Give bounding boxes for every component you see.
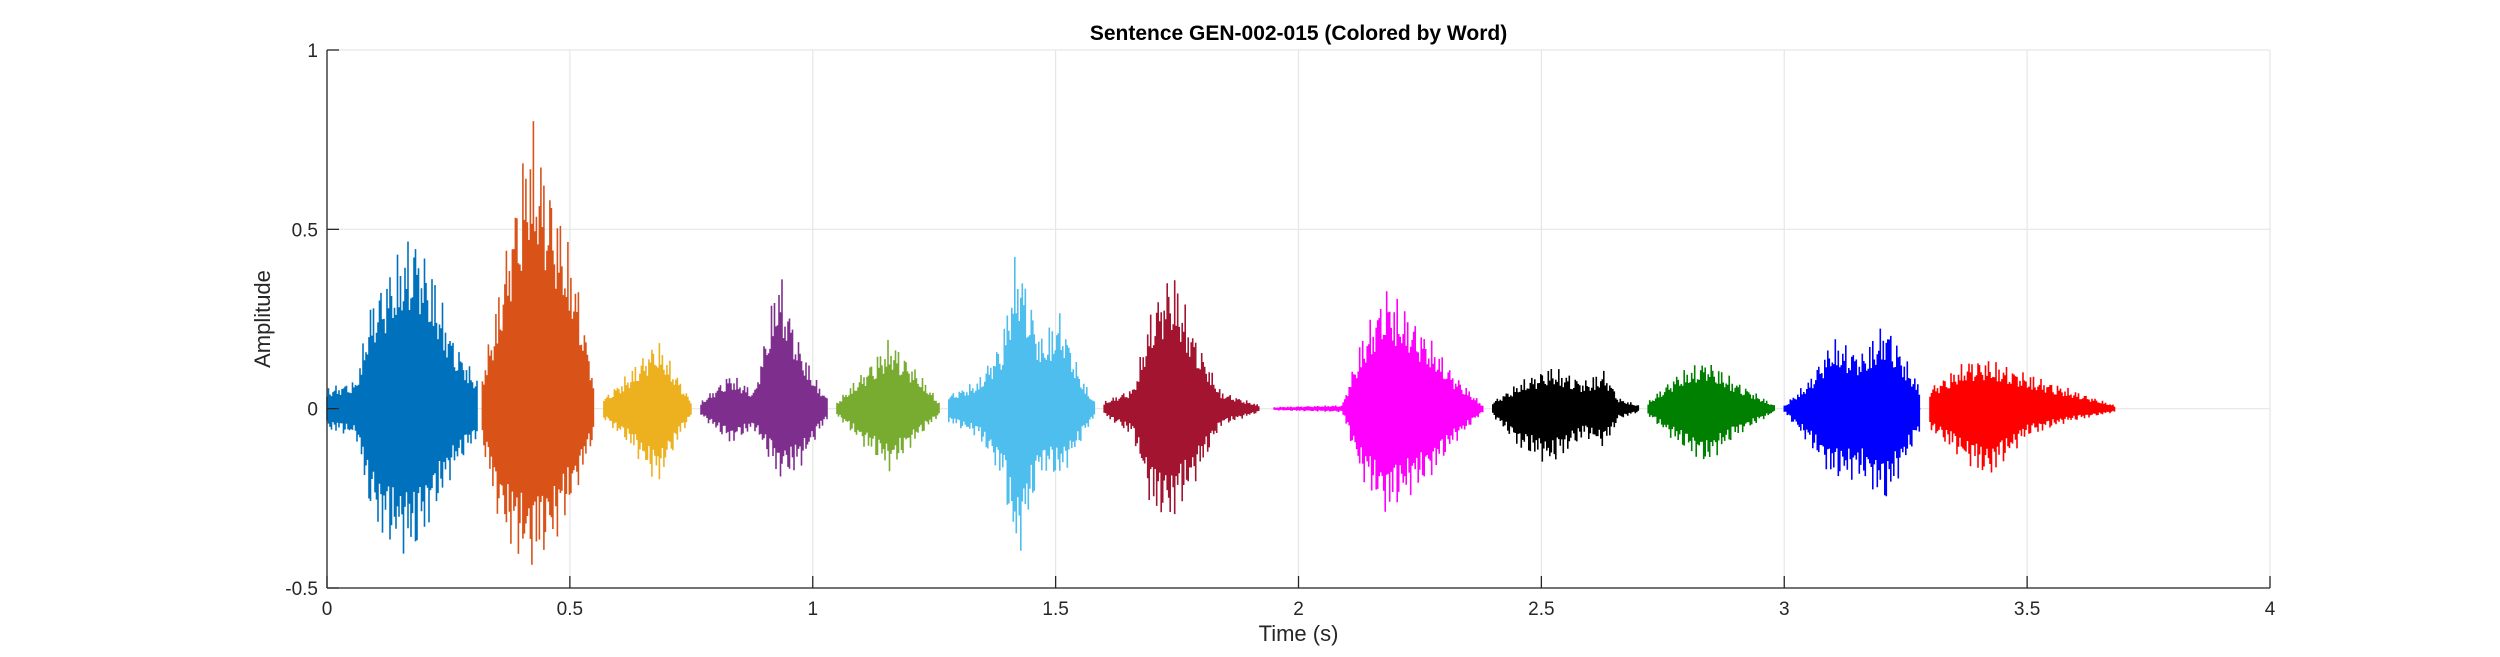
waveform-segment-2 <box>481 121 595 565</box>
waveform-segment-11 <box>1783 328 1921 497</box>
axes: 0 0.5 1 1.5 2 2.5 3 3.5 4-0.500.51 <box>285 41 2275 620</box>
y-axis-label: Amplitude <box>250 270 275 368</box>
waveform-segment-3 <box>603 343 692 480</box>
waveform-segment-7 <box>1103 280 1260 515</box>
waveform-segment-10 <box>1647 365 1775 460</box>
x-tick-label: 1 <box>807 599 818 620</box>
waveform-segment-5 <box>836 339 940 472</box>
waveform-segment-9 <box>1492 369 1640 462</box>
waveform-segment-6 <box>948 256 1096 551</box>
x-tick-label: 1.5 <box>1042 599 1068 620</box>
waveform-segment-4 <box>700 279 828 477</box>
x-tick-label: 2.5 <box>1528 599 1554 620</box>
y-tick-label: 0.5 <box>292 220 318 241</box>
x-tick-label: 3.5 <box>2014 599 2040 620</box>
plot-area <box>326 121 2116 565</box>
y-tick-label: 0 <box>307 400 318 421</box>
x-axis-label: Time (s) <box>1259 621 1339 646</box>
waveform-segment-8 <box>1273 291 1484 512</box>
waveform-segment-12 <box>1929 361 2116 473</box>
x-tick-label: 4 <box>2265 599 2276 620</box>
x-tick-label: 0 <box>322 599 333 620</box>
x-tick-label: 2 <box>1293 599 1304 620</box>
x-tick-label: 3 <box>1779 599 1790 620</box>
grid-lines <box>326 49 2271 589</box>
waveform-segment-1 <box>326 241 478 554</box>
y-tick-label: -0.5 <box>285 579 318 600</box>
y-tick-label: 1 <box>307 41 318 62</box>
chart-title: Sentence GEN-002-015 (Colored by Word) <box>1090 22 1507 45</box>
x-tick-label: 0.5 <box>557 599 583 620</box>
